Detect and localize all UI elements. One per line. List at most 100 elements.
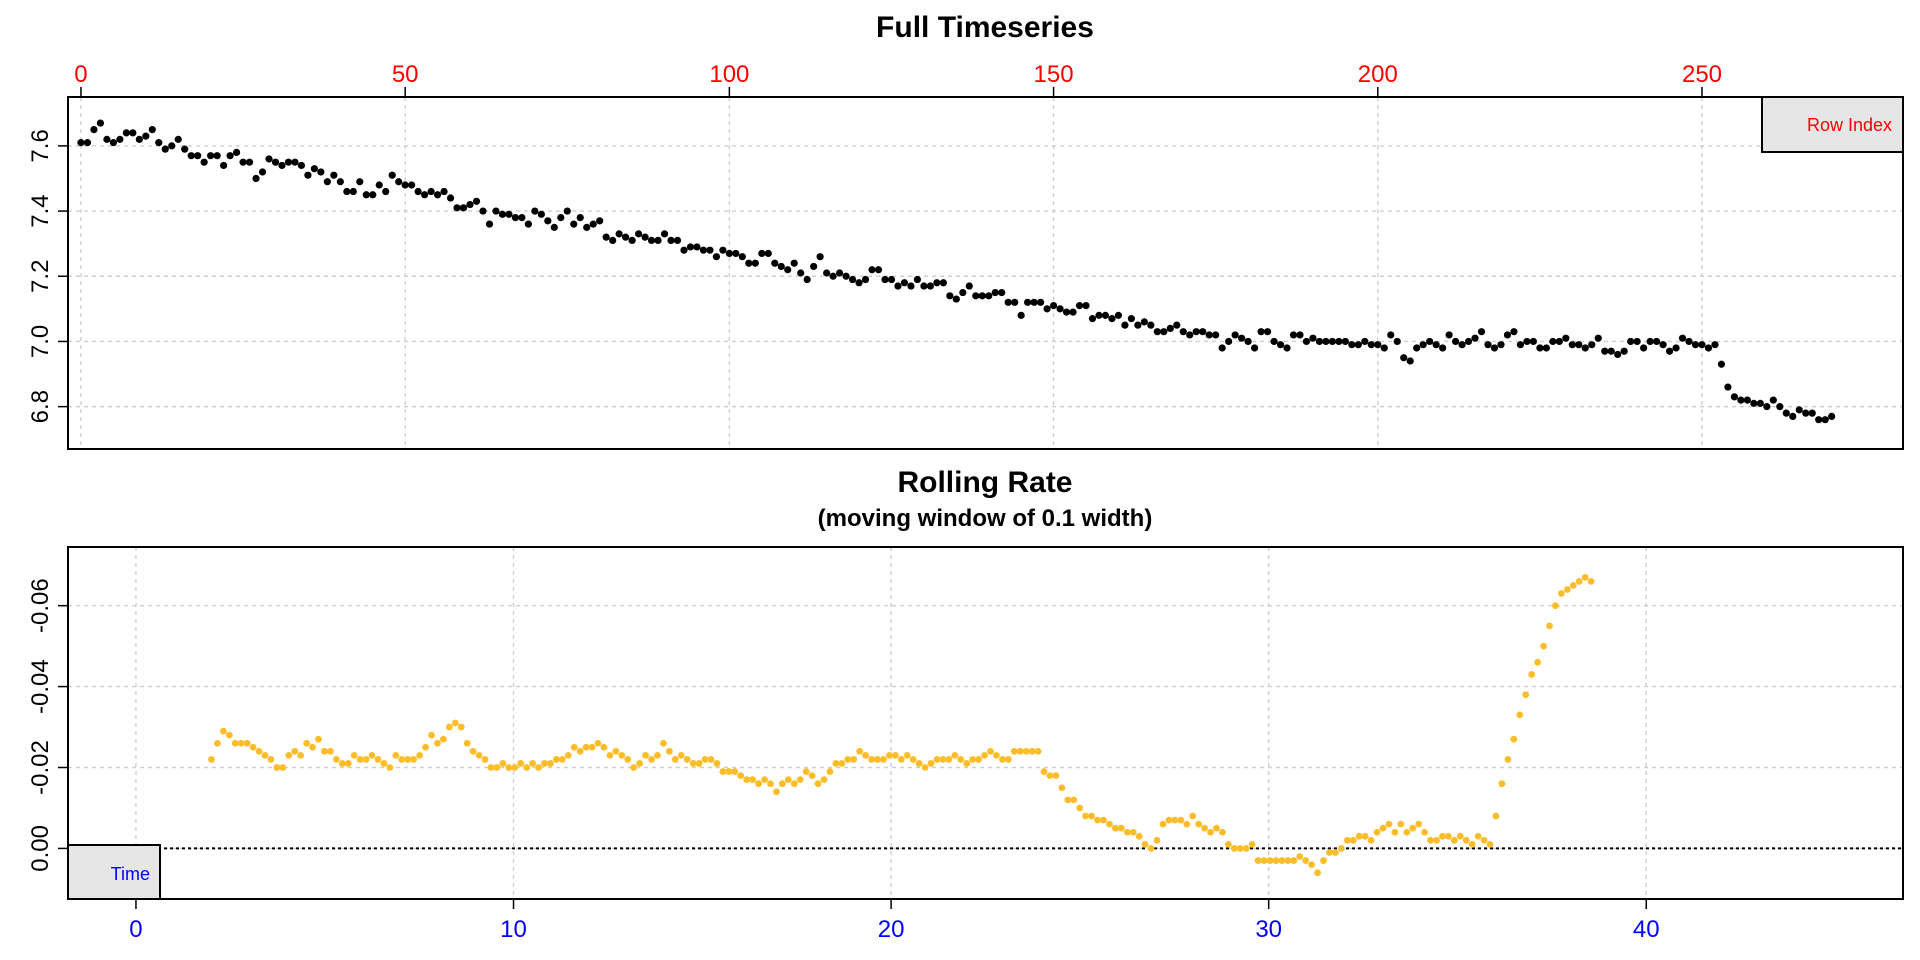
data-point	[808, 772, 816, 779]
chart-title-rolling-rate: Rolling Rate	[897, 466, 1072, 499]
data-point	[636, 760, 644, 767]
data-point	[291, 158, 299, 166]
data-point	[699, 246, 708, 254]
data-point	[1552, 602, 1559, 610]
data-point	[1555, 337, 1563, 346]
data-point	[1129, 828, 1137, 836]
panel-rolling-rate: Rolling Rate (moving window of 0.1 width…	[27, 466, 1904, 943]
data-point	[998, 756, 1006, 763]
x-tick-label: 100	[709, 61, 749, 88]
data-point	[1062, 308, 1071, 316]
data-point	[422, 743, 429, 751]
data-point	[1289, 331, 1298, 339]
data-point	[713, 760, 721, 767]
data-point	[531, 207, 539, 215]
data-point	[1147, 845, 1155, 852]
data-point	[297, 751, 305, 759]
data-point	[96, 119, 105, 127]
data-point	[463, 739, 471, 747]
data-point	[1186, 331, 1194, 339]
data-point	[1192, 328, 1200, 336]
data-point	[1743, 396, 1751, 404]
data-point	[939, 756, 947, 763]
data-point	[751, 259, 759, 267]
data-point	[529, 760, 537, 767]
data-point	[758, 249, 766, 258]
data-point	[433, 191, 442, 199]
data-point	[1328, 337, 1336, 346]
data-point	[773, 788, 780, 796]
data-point	[612, 747, 620, 755]
data-point	[505, 210, 513, 218]
plot-frame-panel-1	[67, 96, 1904, 450]
data-point	[492, 207, 500, 215]
data-point	[680, 246, 688, 254]
data-point	[453, 204, 461, 212]
data-point	[416, 751, 424, 759]
data-point	[1419, 341, 1427, 349]
data-point	[285, 751, 293, 759]
data-point	[686, 243, 695, 251]
data-point	[388, 171, 396, 179]
data-point	[1302, 337, 1311, 346]
data-point	[505, 764, 513, 771]
data-point	[856, 747, 864, 755]
data-point	[1108, 315, 1116, 323]
data-point	[1409, 824, 1417, 832]
data-point	[1004, 298, 1012, 306]
data-point	[1326, 849, 1333, 856]
data-point	[1004, 756, 1012, 763]
legend-row-index: Row Index	[1761, 96, 1904, 153]
data-point	[802, 768, 810, 775]
data-point	[1278, 857, 1286, 864]
data-point	[410, 756, 418, 763]
data-point	[1315, 337, 1324, 346]
data-point	[1095, 311, 1103, 319]
data-point	[719, 246, 727, 254]
data-point	[755, 780, 762, 788]
data-point	[615, 230, 623, 238]
data-point	[237, 739, 245, 747]
data-point	[939, 279, 947, 287]
data-point	[427, 187, 435, 196]
data-point	[1486, 840, 1494, 848]
data-point	[207, 152, 215, 160]
data-point	[1445, 331, 1453, 339]
data-point	[959, 288, 967, 297]
data-point	[1236, 845, 1244, 852]
data-point	[1588, 341, 1596, 349]
x-tick-label: 50	[392, 61, 419, 88]
y-tick-label: 7.0	[27, 325, 54, 358]
data-point	[803, 275, 811, 284]
y-axis-left-panel-2: 0.00 -0.02 -0.04 -0.06	[27, 578, 68, 872]
data-point	[1516, 341, 1525, 349]
data-point	[1177, 816, 1185, 824]
data-point	[836, 269, 844, 277]
data-point	[969, 756, 977, 763]
data-point	[1058, 784, 1066, 792]
data-point	[712, 253, 721, 261]
data-point	[1355, 832, 1363, 840]
y-tick-label: 6.8	[27, 390, 54, 423]
data-point	[557, 213, 565, 222]
data-point	[903, 751, 911, 759]
data-point	[109, 139, 117, 147]
data-point	[434, 739, 441, 747]
data-point	[654, 751, 661, 759]
data-point	[1523, 337, 1531, 346]
data-point	[231, 739, 239, 747]
data-point	[1179, 328, 1187, 336]
data-point	[1070, 796, 1078, 804]
data-point	[606, 751, 614, 759]
data-point	[1082, 301, 1090, 310]
data-point	[1231, 331, 1239, 339]
data-point	[475, 751, 483, 759]
data-point	[1134, 321, 1142, 329]
data-point	[200, 158, 208, 166]
x-tick-label: 40	[1633, 916, 1660, 943]
y-tick-label: -0.06	[27, 578, 54, 633]
x-tick-label: 0	[74, 61, 87, 88]
data-point	[1011, 298, 1019, 306]
data-point	[279, 764, 287, 771]
data-point	[975, 756, 983, 763]
